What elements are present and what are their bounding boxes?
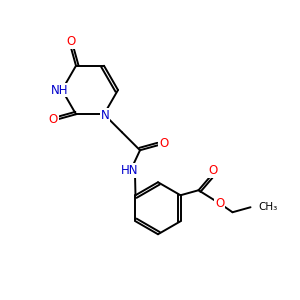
Text: O: O (208, 164, 217, 177)
Text: NH: NH (51, 83, 69, 97)
Text: O: O (159, 137, 169, 150)
Text: HN: HN (121, 164, 139, 177)
Text: N: N (100, 109, 109, 122)
Text: O: O (66, 35, 76, 48)
Text: CH₃: CH₃ (259, 202, 278, 212)
Text: O: O (48, 113, 58, 126)
Text: O: O (215, 197, 224, 210)
